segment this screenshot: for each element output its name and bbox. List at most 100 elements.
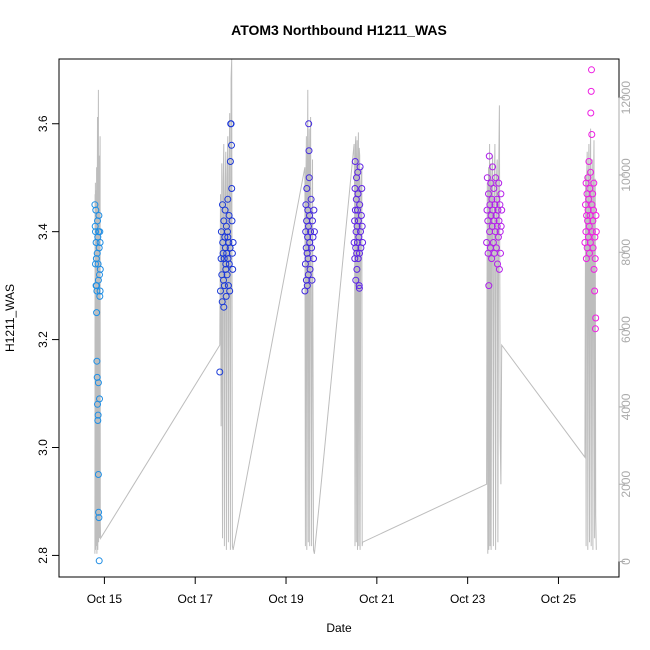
data-point xyxy=(220,303,228,311)
data-point xyxy=(305,147,313,155)
data-point xyxy=(351,185,359,192)
data-point xyxy=(592,212,600,219)
data-point xyxy=(93,287,101,295)
chart-title: ATOM3 Northbound H1211_WAS xyxy=(231,22,447,38)
data-point xyxy=(591,287,599,295)
y-tick-label: 2.8 xyxy=(36,547,50,564)
data-point xyxy=(485,190,492,198)
data-point xyxy=(308,244,316,252)
data-point xyxy=(301,260,309,268)
data-point xyxy=(226,287,234,295)
y2-tick-label: 4000 xyxy=(619,393,633,420)
data-point xyxy=(587,109,595,117)
data-point xyxy=(219,201,226,209)
data-point xyxy=(225,260,233,268)
data-point xyxy=(586,249,593,257)
data-point xyxy=(483,174,491,182)
data-point xyxy=(588,66,595,74)
data-point xyxy=(95,557,103,565)
data-point xyxy=(485,282,493,290)
data-point xyxy=(498,206,506,214)
data-point xyxy=(307,195,315,203)
y2-tick-label: 6000 xyxy=(619,316,633,343)
data-point xyxy=(95,508,103,516)
data-point xyxy=(310,228,318,236)
data-point xyxy=(587,168,595,176)
data-point xyxy=(226,158,234,165)
data-point xyxy=(582,255,590,263)
altitude-line xyxy=(94,58,597,554)
data-point xyxy=(96,287,104,295)
y2-tick-label: 12000 xyxy=(619,81,633,115)
data-point xyxy=(587,87,595,95)
data-point xyxy=(223,271,231,279)
data-point xyxy=(225,212,233,219)
data-point xyxy=(353,265,361,273)
data-point xyxy=(592,228,600,236)
data-point xyxy=(222,260,230,268)
data-point xyxy=(228,185,236,192)
x-tick-label: Oct 17 xyxy=(178,592,214,606)
x-axis-label: Date xyxy=(326,621,352,635)
y2-axis: 0 2000 4000 6000 8000 10000 12000 xyxy=(618,81,633,565)
data-point xyxy=(492,244,500,252)
data-point xyxy=(306,212,313,219)
y2-tick-label: 2000 xyxy=(619,471,633,498)
y-axis-label: H1211_WAS xyxy=(3,284,17,352)
data-point xyxy=(221,206,229,214)
data-point xyxy=(591,325,599,333)
data-point xyxy=(591,255,599,263)
data-point xyxy=(356,163,364,171)
y2-tick-label: 0 xyxy=(619,558,633,565)
data-point xyxy=(224,233,232,241)
data-point xyxy=(221,233,229,241)
y-tick-label: 3.0 xyxy=(36,439,50,456)
x-tick-label: Oct 15 xyxy=(87,592,123,606)
data-point xyxy=(220,217,228,225)
data-point xyxy=(303,185,311,192)
data-point xyxy=(310,255,317,263)
data-point xyxy=(488,255,496,263)
data-point xyxy=(589,190,597,198)
data-point xyxy=(92,282,100,290)
data-point xyxy=(585,195,593,203)
data-point xyxy=(493,195,501,203)
data-point xyxy=(228,217,236,225)
data-point xyxy=(497,190,505,198)
data-point xyxy=(492,174,500,182)
x-tick-label: Oct 25 xyxy=(541,592,577,606)
data-point xyxy=(489,239,497,246)
data-point xyxy=(305,174,313,182)
y2-tick-label: 10000 xyxy=(619,158,633,192)
data-point xyxy=(589,217,597,225)
data-point xyxy=(584,174,592,182)
data-point xyxy=(589,244,597,252)
data-point xyxy=(308,276,316,284)
data-point xyxy=(96,228,104,236)
altitude-layer xyxy=(94,58,597,554)
data-point xyxy=(586,239,594,246)
data-point xyxy=(592,314,600,322)
data-point xyxy=(93,357,101,365)
plot-frame xyxy=(58,58,620,578)
x-tick-label: Oct 19 xyxy=(268,592,304,606)
data-point xyxy=(96,271,103,279)
data-point xyxy=(96,292,104,300)
data-point xyxy=(352,276,360,284)
data-point xyxy=(229,265,237,273)
data-point xyxy=(585,158,593,165)
y-axis: 2.8 3.0 3.2 3.4 3.6 xyxy=(36,115,60,564)
x-tick-label: Oct 21 xyxy=(359,592,395,606)
data-point xyxy=(216,368,224,376)
data-point xyxy=(304,255,312,263)
data-point xyxy=(355,284,363,292)
data-point xyxy=(483,239,491,246)
data-point xyxy=(224,195,232,203)
data-point xyxy=(94,417,102,424)
data-point xyxy=(497,222,505,230)
data-point xyxy=(497,249,504,257)
data-point xyxy=(94,379,102,387)
data-point xyxy=(359,239,367,246)
data-point xyxy=(224,228,231,236)
